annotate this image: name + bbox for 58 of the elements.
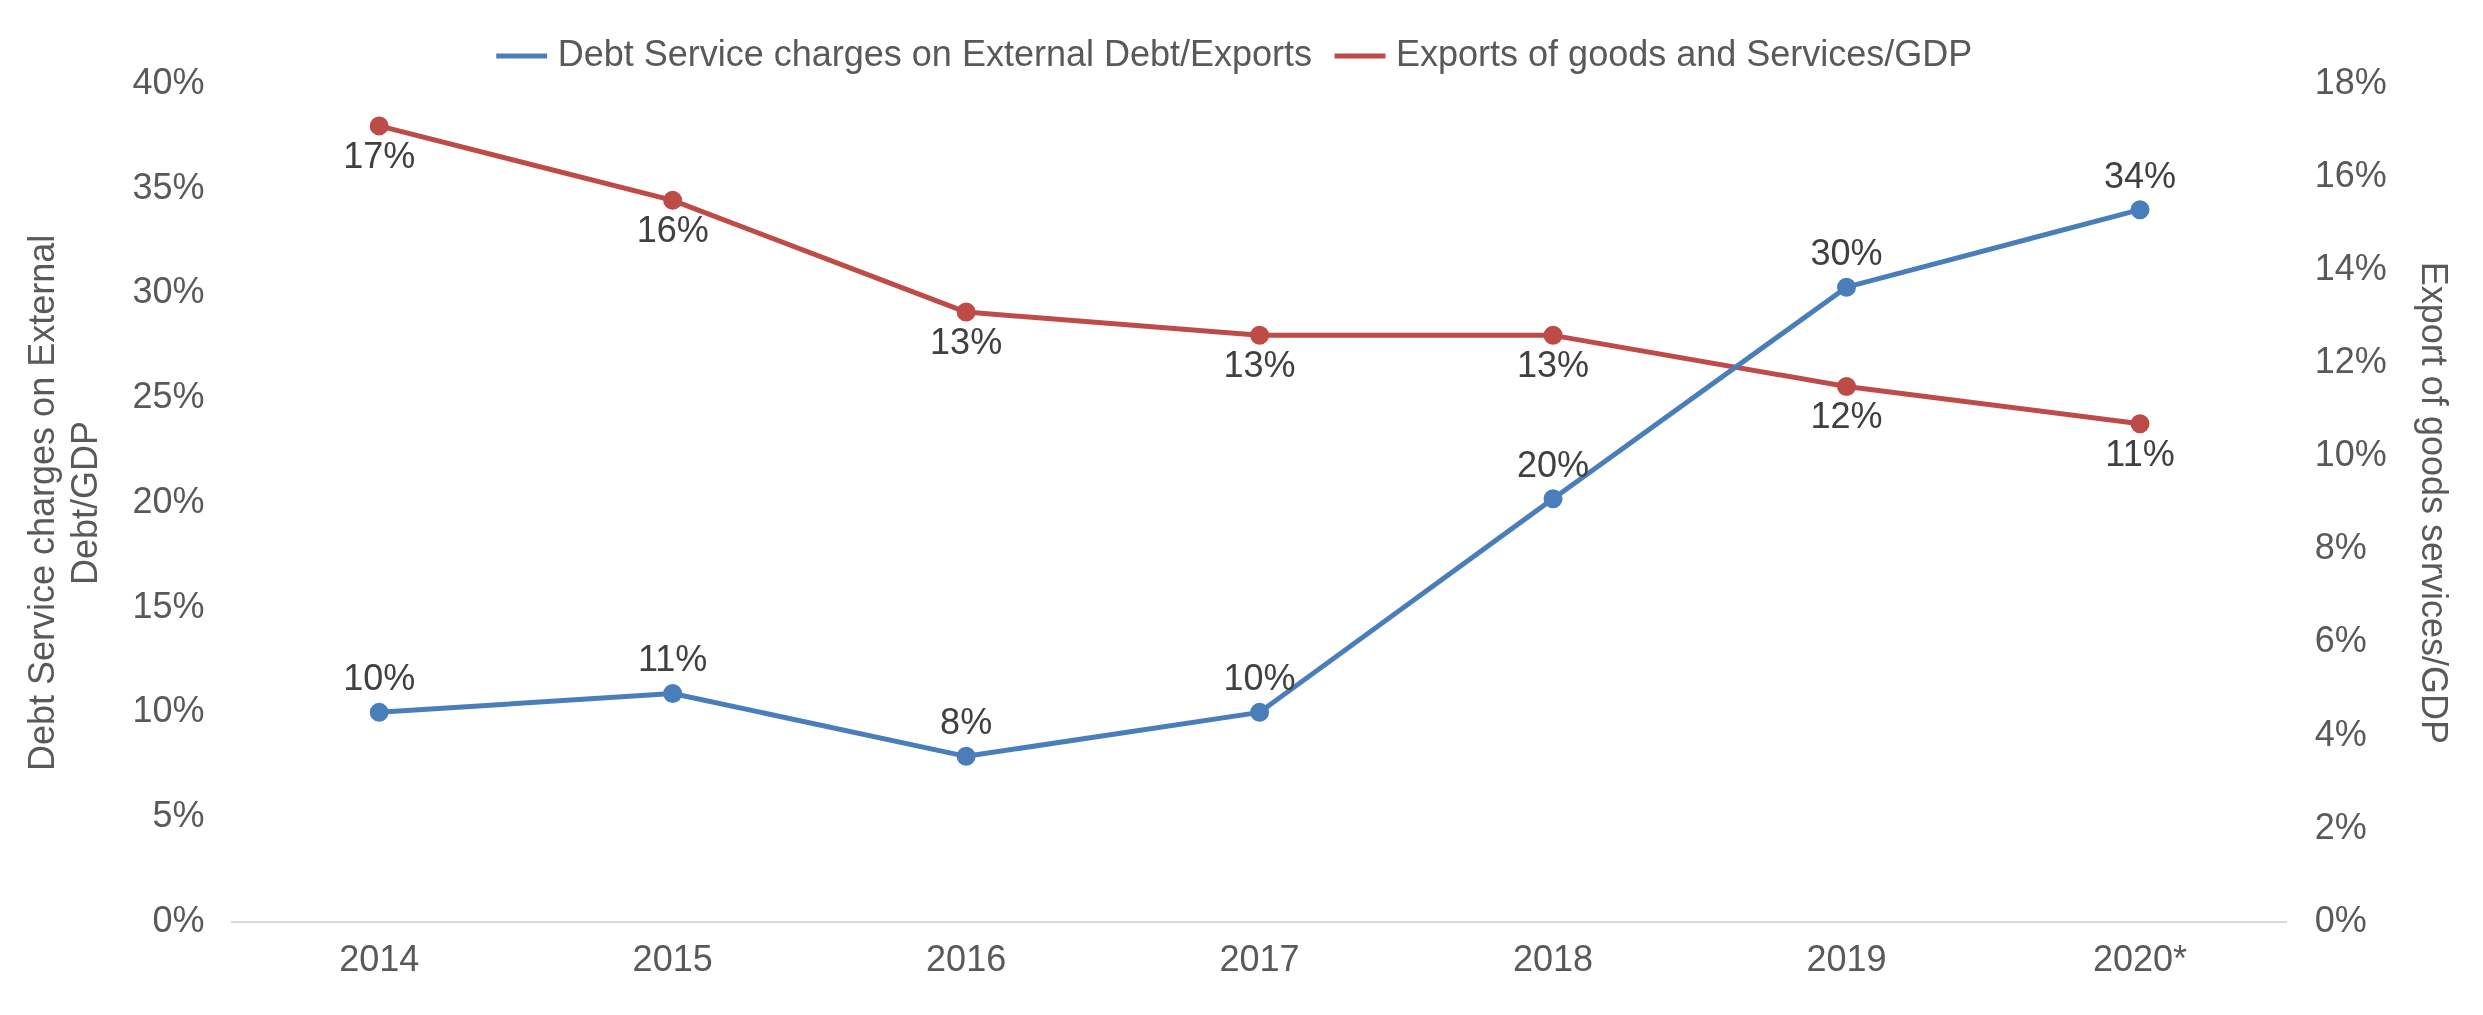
y2-tick-label: 10% xyxy=(2314,433,2387,475)
data-label: 10% xyxy=(1223,657,1296,699)
y2-tick-label: 4% xyxy=(2314,712,2367,754)
data-label: 17% xyxy=(343,134,416,176)
legend-label: Exports of goods and Services/GDP xyxy=(1396,32,1973,74)
data-label: 16% xyxy=(636,209,709,251)
y2-tick-label: 2% xyxy=(2314,805,2367,847)
point xyxy=(2130,200,2150,220)
y-tick-label: 25% xyxy=(132,375,205,417)
y2-tick-label: 8% xyxy=(2314,526,2367,568)
y2-tick-label: 16% xyxy=(2314,154,2387,196)
data-label: 11% xyxy=(2105,432,2175,474)
data-label: 34% xyxy=(2103,154,2177,196)
point xyxy=(1837,377,1857,397)
y2-tick-label: 14% xyxy=(2314,247,2387,289)
data-label: 8% xyxy=(940,701,993,743)
y-tick-label: 10% xyxy=(132,689,205,731)
point xyxy=(1250,325,1270,345)
data-label: 10% xyxy=(343,657,416,699)
x-tick-label: 2014 xyxy=(339,938,420,980)
point xyxy=(1543,325,1563,345)
point xyxy=(956,302,976,322)
y-tick-label: 0% xyxy=(152,898,205,940)
y-tick-label: 20% xyxy=(132,479,205,521)
y2-tick-label: 18% xyxy=(2314,60,2387,102)
y2-tick-label: 0% xyxy=(2314,898,2367,940)
x-tick-label: 2019 xyxy=(1806,938,1887,980)
point xyxy=(1837,277,1857,297)
data-label: 11% xyxy=(637,638,708,680)
data-label: 12% xyxy=(1810,395,1883,437)
y-tick-label: 15% xyxy=(132,584,205,626)
point xyxy=(956,746,976,766)
point xyxy=(369,702,389,722)
data-label: 20% xyxy=(1517,443,1590,485)
point xyxy=(663,190,683,210)
x-tick-label: 2018 xyxy=(1513,938,1594,980)
point xyxy=(2130,414,2150,434)
y2-tick-label: 12% xyxy=(2314,340,2387,382)
point xyxy=(369,116,389,136)
point xyxy=(663,684,683,703)
y2-axis-title: Export of goods services/GDP xyxy=(2414,261,2456,744)
y-tick-label: 30% xyxy=(132,270,205,312)
point xyxy=(1250,702,1270,722)
data-label: 13% xyxy=(930,320,1003,362)
y-axis-title: Debt Service charges on External Debt/GDP xyxy=(20,234,105,772)
x-tick-label: 2015 xyxy=(632,938,713,980)
y-tick-label: 5% xyxy=(152,794,205,835)
data-label: 13% xyxy=(1517,344,1590,386)
x-tick-label: 2020* xyxy=(2092,938,2188,980)
data-label: 30% xyxy=(1810,232,1883,274)
x-tick-label: 2016 xyxy=(926,938,1007,980)
legend-label: Debt Service charges on External Debt/Exports xyxy=(557,32,1313,74)
y2-tick-label: 6% xyxy=(2314,619,2367,661)
point xyxy=(1543,489,1563,509)
x-tick-label: 2017 xyxy=(1219,938,1300,980)
y-tick-label: 35% xyxy=(132,165,205,207)
y-tick-label: 40% xyxy=(132,60,205,102)
data-label: 13% xyxy=(1223,344,1296,386)
